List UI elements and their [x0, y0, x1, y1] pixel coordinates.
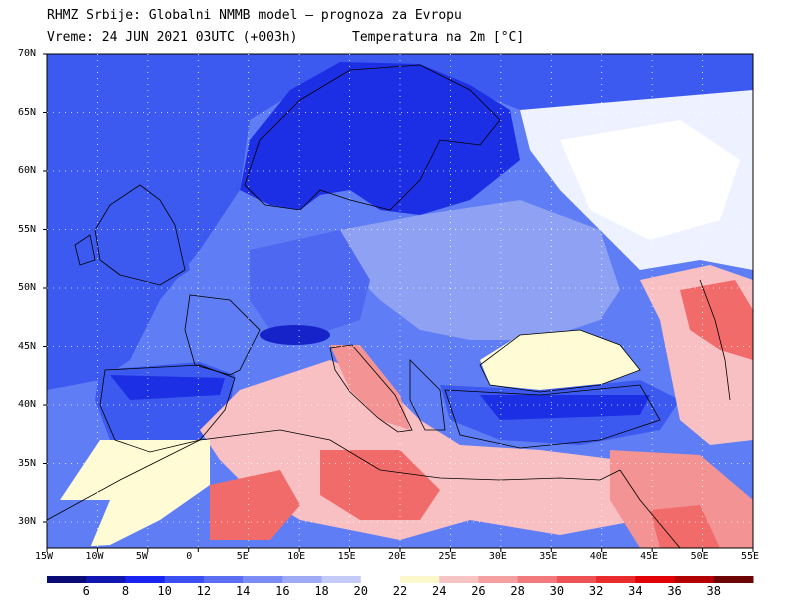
north-africa-coast: [47, 429, 621, 521]
algeria-hot: [210, 470, 300, 540]
lon-tick-label: 20E: [388, 551, 407, 562]
lon-tick-label: 55E: [741, 551, 760, 562]
black-sea-warm: [480, 330, 640, 390]
france-coast: [184, 294, 261, 376]
caspian-coast: [699, 279, 731, 401]
colorbar-label: 26: [471, 584, 486, 598]
uk-cool: [100, 180, 190, 290]
colorbar-segment: [713, 576, 754, 583]
colorbar-segment: [596, 576, 636, 583]
colorbar-label: 22: [392, 584, 408, 598]
colorbar-segment: [635, 576, 676, 583]
colorbar-segment: [360, 576, 401, 583]
turkey-coast: [444, 384, 661, 449]
forecast-time: Vreme: 24 JUN 2021 03UTC (+003h): [47, 30, 298, 45]
colorbar-label: 20: [353, 584, 368, 598]
colorbar-segment: [47, 576, 87, 583]
temperature-field: [47, 54, 753, 548]
balkans-coast: [409, 359, 446, 431]
chart-title: RHMZ Srbije: Globalni NMMB model — progn…: [47, 8, 462, 23]
scandinavia-cold: [240, 62, 520, 215]
eastern-europe-mild: [340, 200, 620, 340]
colorbar-segment: [674, 576, 715, 583]
colorbar-segment: [400, 576, 440, 583]
lon-tick-label: 5W: [135, 551, 148, 562]
lat-tick-label: 70N: [18, 48, 37, 59]
colorbar-segment: [282, 576, 323, 583]
colorbar-label: 10: [157, 584, 172, 598]
lat-tick-label: 30N: [18, 516, 37, 527]
kazakh-hot: [680, 280, 753, 360]
colorbar-label: 34: [628, 584, 643, 598]
colorbar-segment: [203, 576, 244, 583]
lat-tick-label: 55N: [18, 223, 37, 235]
lon-tick-label: 35E: [539, 551, 558, 562]
arabia-hot: [610, 450, 753, 548]
libya-hot: [320, 450, 440, 520]
italy-warm: [330, 345, 410, 430]
colorbar-segment: [125, 576, 166, 583]
lat-tick-label: 60N: [18, 165, 37, 176]
colorbar-label: 18: [314, 584, 329, 598]
ireland-coast: [74, 234, 96, 266]
colorbar-segment: [439, 576, 479, 583]
colorbar-segment: [517, 576, 558, 583]
graticule: [47, 54, 753, 548]
lat-tick-label: 45N: [18, 340, 37, 352]
lon-tick-label: 45E: [640, 551, 659, 562]
colorbar-segment: [556, 576, 597, 583]
lon-tick-label: 5E: [236, 551, 249, 562]
mediterranean-warm: [200, 360, 640, 540]
lon-tick-label: 10E: [287, 551, 306, 562]
colorbar-segment: [243, 576, 283, 583]
russia-white-core: [560, 120, 740, 240]
lon-tick-label: 10W: [85, 551, 104, 562]
colorbar-label: 12: [196, 584, 212, 598]
colorbar-label: 8: [121, 584, 130, 598]
uk-coast: [94, 184, 186, 286]
colorbar-label: 30: [549, 584, 565, 598]
lon-tick-label: 15W: [35, 551, 54, 562]
colorbar-label: 14: [235, 584, 251, 598]
lon-tick-label: 0: [186, 551, 193, 562]
lat-tick-label: 40N: [18, 399, 37, 410]
coastlines: [47, 64, 731, 548]
colorbar-label: 6: [82, 584, 90, 598]
colorbar-label: 36: [667, 584, 682, 598]
lon-tick-label: 15E: [337, 551, 356, 562]
colorbar-label: 16: [275, 584, 290, 598]
colorbar-label: 24: [431, 584, 447, 598]
colorbar-segment: [321, 576, 362, 583]
axis-ticks: [43, 53, 754, 552]
iberia-north-cold: [110, 375, 225, 400]
colorbar-label: 28: [510, 584, 525, 598]
scandinavia-coast: [244, 64, 501, 211]
lat-tick-label: 35N: [18, 457, 37, 469]
italy-coast: [329, 344, 413, 433]
variable-title: Temperatura na 2m [°C]: [352, 30, 525, 45]
atlantic-cool-zone: [47, 54, 753, 390]
central-europe-cool: [250, 230, 370, 340]
lon-tick-label: 25E: [438, 551, 457, 562]
canary-sea: [47, 500, 110, 548]
lon-tick-label: 50E: [690, 551, 709, 562]
colorbar-segment: [478, 576, 519, 583]
colorbar-segment: [86, 576, 126, 583]
red-sea-coast: [619, 469, 681, 548]
colorbar-segment: [164, 576, 205, 583]
colorbar-label: 32: [588, 584, 604, 598]
colorbar: [47, 576, 754, 583]
alps-cold: [260, 325, 330, 345]
lat-tick-label: 50N: [18, 282, 37, 293]
lat-tick-label: 65N: [18, 106, 37, 118]
black-sea-coast: [479, 329, 641, 393]
lon-tick-label: 30E: [488, 551, 507, 562]
lon-tick-label: 40E: [589, 551, 608, 562]
arabia-hotter: [650, 505, 720, 548]
colorbar-label: 38: [706, 584, 721, 598]
turkey-cold-core: [480, 395, 650, 420]
